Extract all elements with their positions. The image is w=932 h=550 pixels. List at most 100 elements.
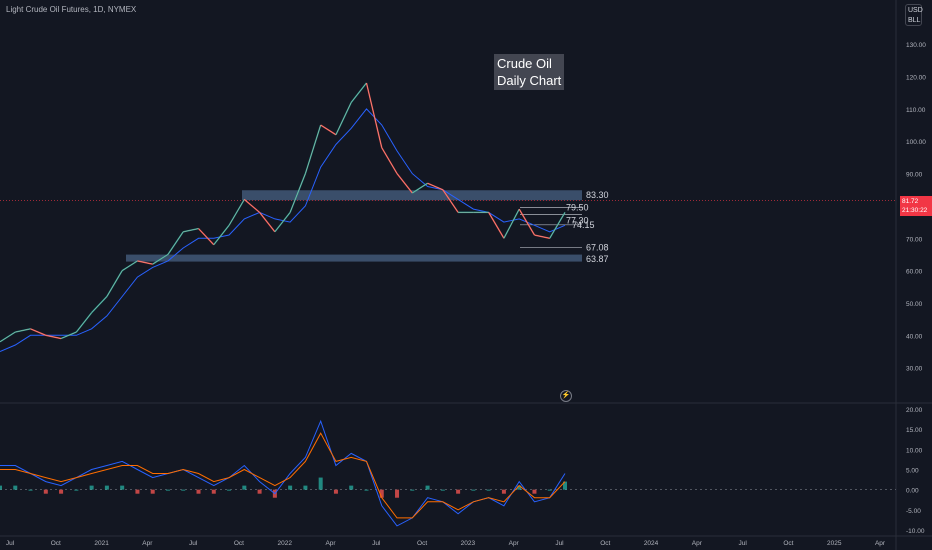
currency-label: USD xyxy=(908,7,923,14)
histogram-bar xyxy=(440,489,445,491)
price-line xyxy=(0,82,566,343)
histogram-bar xyxy=(13,485,18,490)
time-tick-label: 2025 xyxy=(827,540,842,547)
histogram-bar xyxy=(395,489,400,498)
time-tick-label: Oct xyxy=(600,540,610,547)
price-tick-label: 100.00 xyxy=(906,139,926,146)
histogram-bar xyxy=(196,489,201,494)
resistance-zone xyxy=(242,190,582,201)
histogram-bar xyxy=(333,489,338,494)
histogram-bar xyxy=(242,485,247,490)
time-tick-label: Jul xyxy=(6,540,15,547)
osc-tick-label: 10.00 xyxy=(906,447,923,454)
time-tick-label: Oct xyxy=(234,540,244,547)
histogram-bar xyxy=(165,489,170,491)
replay-icon[interactable]: ⚡ xyxy=(560,390,572,402)
level-label: 67.08 xyxy=(586,243,609,253)
bar-countdown: 21:30:22 xyxy=(902,207,928,214)
level-label: 63.87 xyxy=(586,254,609,264)
annotation-line-2: Daily Chart xyxy=(497,73,562,88)
price-tick-label: 120.00 xyxy=(906,75,926,82)
time-tick-label: Jul xyxy=(189,540,198,547)
time-tick-label: Apr xyxy=(142,540,153,547)
time-tick-label: Apr xyxy=(509,540,520,547)
last-price-tag: 81.72 21:30:22 xyxy=(900,196,932,216)
histogram-bar xyxy=(211,489,216,494)
histogram-bar xyxy=(563,481,567,490)
level-label: 83.30 xyxy=(586,190,609,200)
price-tick-label: 70.00 xyxy=(906,236,923,243)
osc-tick-label: -10.00 xyxy=(906,528,925,535)
currency-unit-badge[interactable]: USD BLL xyxy=(905,4,923,26)
chart-annotation[interactable]: Crude Oil Daily Chart xyxy=(494,54,565,90)
histogram-bar xyxy=(517,485,522,490)
histogram-bar xyxy=(486,489,491,491)
last-price-value: 81.72 xyxy=(902,198,919,205)
histogram-bar xyxy=(59,489,64,494)
histogram-bar xyxy=(150,489,155,494)
histogram-bar xyxy=(104,485,109,490)
histogram-bar xyxy=(501,489,506,494)
time-tick-label: 2021 xyxy=(94,540,109,547)
support-zone xyxy=(126,254,582,262)
time-tick-label: Oct xyxy=(51,540,61,547)
histogram-bar xyxy=(410,489,415,491)
osc-tick-label: -5.00 xyxy=(906,508,921,515)
histogram-bar xyxy=(349,485,354,490)
time-tick-label: 2022 xyxy=(278,540,293,547)
unit-label: BLL xyxy=(908,17,921,24)
histogram-bar xyxy=(135,489,140,494)
time-tick-label: Jul xyxy=(555,540,564,547)
histogram-bar xyxy=(288,485,293,490)
histogram-bar xyxy=(379,489,384,498)
price-tick-label: 40.00 xyxy=(906,333,923,340)
histogram-bar xyxy=(74,489,79,491)
price-series xyxy=(0,82,896,352)
osc-tick-label: 15.00 xyxy=(906,427,923,434)
histogram-bar xyxy=(471,489,476,491)
symbol-title[interactable]: Light Crude Oil Futures, 1D, NYMEX xyxy=(6,5,137,14)
histogram-bar xyxy=(532,489,537,494)
time-tick-label: Apr xyxy=(875,540,886,547)
level-label: 74.15 xyxy=(572,220,595,230)
histogram-bar xyxy=(181,489,186,491)
level-label: 79.50 xyxy=(566,203,589,213)
time-tick-label: Oct xyxy=(783,540,793,547)
osc-tick-label: 20.00 xyxy=(906,407,923,414)
moving-average-line xyxy=(0,108,566,352)
price-tick-label: 60.00 xyxy=(906,269,923,276)
histogram-bar xyxy=(227,489,232,491)
osc-tick-label: 5.00 xyxy=(906,468,919,475)
time-tick-label: Apr xyxy=(325,540,336,547)
histogram-bar xyxy=(0,485,2,490)
time-tick-label: Apr xyxy=(692,540,703,547)
time-tick-label: 2023 xyxy=(461,540,476,547)
osc-tick-label: 0.00 xyxy=(906,488,919,495)
oscillator-series xyxy=(0,419,896,527)
histogram-bar xyxy=(28,489,33,491)
histogram-bar xyxy=(425,485,430,490)
histogram-bar xyxy=(456,489,461,494)
price-tick-label: 50.00 xyxy=(906,301,923,308)
histogram-bar xyxy=(43,489,48,494)
histogram-bar xyxy=(120,485,125,490)
histogram-bar xyxy=(303,485,308,490)
annotation-line-1: Crude Oil xyxy=(497,56,552,71)
level-label: 77.30 xyxy=(566,216,589,226)
macd-line xyxy=(0,419,566,527)
price-tick-label: 130.00 xyxy=(906,42,926,49)
histogram-bar xyxy=(547,489,552,491)
time-tick-label: Oct xyxy=(417,540,427,547)
histogram-bar xyxy=(89,485,94,490)
signal-line xyxy=(0,432,566,519)
time-tick-label: Jul xyxy=(738,540,747,547)
histogram-bar xyxy=(318,477,323,490)
price-tick-label: 90.00 xyxy=(906,172,923,179)
histogram-bar xyxy=(257,489,262,494)
histogram-bar xyxy=(364,489,369,491)
price-tick-label: 30.00 xyxy=(906,366,923,373)
time-tick-label: Jul xyxy=(372,540,381,547)
